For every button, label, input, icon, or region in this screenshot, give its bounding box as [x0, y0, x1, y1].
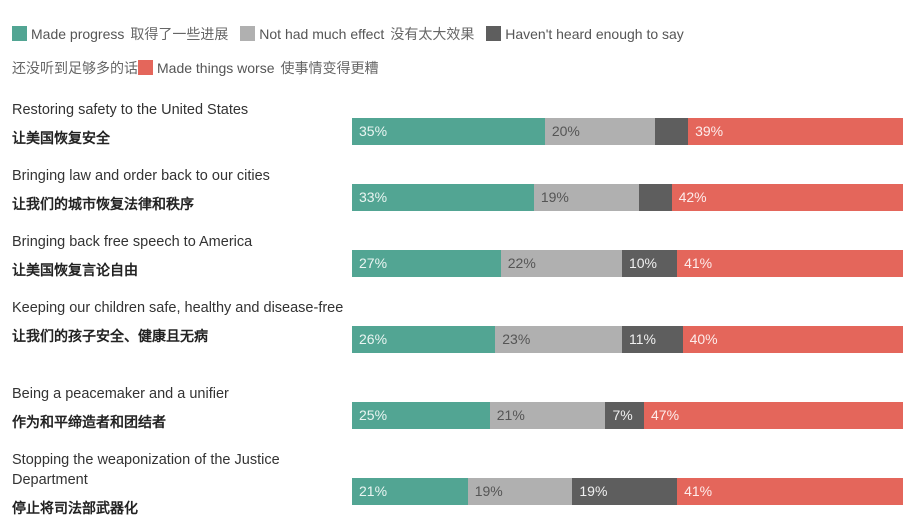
legend-label-zh: 取得了一些进展	[130, 26, 229, 42]
row-label: Restoring safety to the United States 让美…	[12, 100, 347, 148]
row-label-zh: 让美国恢复言论自由	[12, 262, 138, 278]
legend-label: Not had much effect	[259, 26, 385, 42]
chart-legend: Made progress 取得了一些进展 Not had much effect…	[12, 17, 912, 85]
legend-label-zh: 使事情变得更糟	[280, 60, 379, 76]
segment-made-things-worse: 42%	[671, 184, 903, 211]
stacked-bar: 26% 23% 11% 40%	[352, 326, 903, 353]
legend-label: Made things worse	[157, 60, 275, 76]
legend-item-made-progress: Made progress 取得了一些进展	[12, 17, 228, 51]
legend-label: Made progress	[31, 26, 125, 42]
row-label: Bringing law and order back to our citie…	[12, 166, 347, 214]
segment-made-progress: 26%	[352, 326, 496, 353]
segment-havent-heard-enough: 7%	[605, 402, 645, 429]
segment-havent-heard-enough	[655, 118, 689, 145]
segment-made-progress: 27%	[352, 250, 501, 277]
segment-not-had-much-effect: 19%	[467, 478, 573, 505]
segment-not-had-much-effect: 20%	[544, 118, 656, 145]
segment-made-things-worse: 41%	[677, 478, 903, 505]
legend-label-zh: 还没听到足够多的话	[12, 60, 138, 76]
segment-havent-heard-enough: 19%	[572, 478, 678, 505]
legend-item-made-things-worse: Made things worse 使事情变得更糟	[138, 51, 379, 85]
row-label-en: Being a peacemaker and a unifier	[12, 386, 229, 402]
row-label-en: Stopping the weaponization of the Justic…	[12, 452, 280, 488]
legend-swatch-icon	[240, 26, 256, 41]
row-label-en: Keeping our children safe, healthy and d…	[12, 300, 344, 316]
row-label-zh: 让美国恢复安全	[12, 130, 110, 146]
row-label-zh: 让我们的孩子安全、健康且无病	[12, 328, 208, 344]
row-label-zh: 作为和平缔造者和团结者	[12, 414, 166, 430]
row-label-en: Restoring safety to the United States	[12, 102, 249, 118]
segment-made-progress: 25%	[352, 402, 490, 429]
row-label: Bringing back free speech to America 让美国…	[12, 232, 347, 280]
row-label-zh: 让我们的城市恢复法律和秩序	[12, 196, 194, 212]
segment-not-had-much-effect: 22%	[500, 250, 622, 277]
row-label-zh: 停止将司法部武器化	[12, 500, 138, 516]
legend-item-havent-heard-enough-zh: 还没听到足够多的话	[12, 51, 138, 85]
segment-made-progress: 33%	[352, 184, 534, 211]
legend-swatch-icon	[138, 60, 153, 75]
segment-made-progress: 21%	[352, 478, 468, 505]
segment-not-had-much-effect: 21%	[489, 402, 606, 429]
row-label: Being a peacemaker and a unifier 作为和平缔造者…	[12, 384, 347, 432]
stacked-bar: 33% 19% 42%	[352, 184, 903, 211]
legend-item-havent-heard-enough: Haven't heard enough to say	[486, 17, 684, 51]
segment-not-had-much-effect: 23%	[495, 326, 622, 353]
segment-made-things-worse: 47%	[644, 402, 903, 429]
segment-not-had-much-effect: 19%	[533, 184, 639, 211]
segment-havent-heard-enough: 11%	[621, 326, 683, 353]
stacked-bar: 27% 22% 10% 41%	[352, 250, 903, 277]
segment-havent-heard-enough	[638, 184, 672, 211]
segment-made-things-worse: 39%	[688, 118, 903, 145]
legend-label: Haven't heard enough to say	[505, 26, 684, 42]
segment-made-things-worse: 41%	[677, 250, 903, 277]
row-label-en: Bringing back free speech to America	[12, 234, 253, 250]
legend-label-zh: 没有太大效果	[390, 26, 475, 42]
row-label-en: Bringing law and order back to our citie…	[12, 168, 270, 184]
row-label: Stopping the weaponization of the Justic…	[12, 450, 347, 518]
legend-swatch-icon	[486, 26, 502, 41]
stacked-bar: 35% 20% 39%	[352, 118, 903, 145]
legend-swatch-icon	[12, 26, 27, 41]
stacked-bar: 25% 21% 7% 47%	[352, 402, 903, 429]
legend-item-not-had-much-effect: Not had much effect 没有太大效果	[240, 17, 474, 51]
segment-made-progress: 35%	[352, 118, 545, 145]
segment-havent-heard-enough: 10%	[621, 250, 678, 277]
segment-made-things-worse: 40%	[682, 326, 903, 353]
stacked-bar: 21% 19% 19% 41%	[352, 478, 903, 505]
row-label: Keeping our children safe, healthy and d…	[12, 298, 347, 346]
